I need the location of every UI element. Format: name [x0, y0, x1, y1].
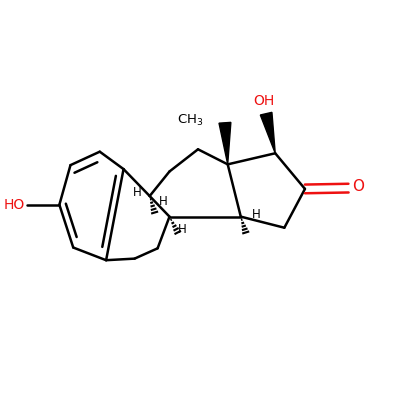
Text: H: H [159, 195, 168, 208]
Text: H: H [178, 222, 187, 236]
Text: HO: HO [4, 198, 25, 212]
Polygon shape [219, 122, 231, 164]
Text: CH$_3$: CH$_3$ [177, 113, 203, 128]
Text: H: H [252, 208, 261, 221]
Text: O: O [352, 180, 364, 194]
Text: OH: OH [254, 94, 275, 108]
Text: H: H [133, 186, 142, 198]
Polygon shape [260, 112, 275, 153]
